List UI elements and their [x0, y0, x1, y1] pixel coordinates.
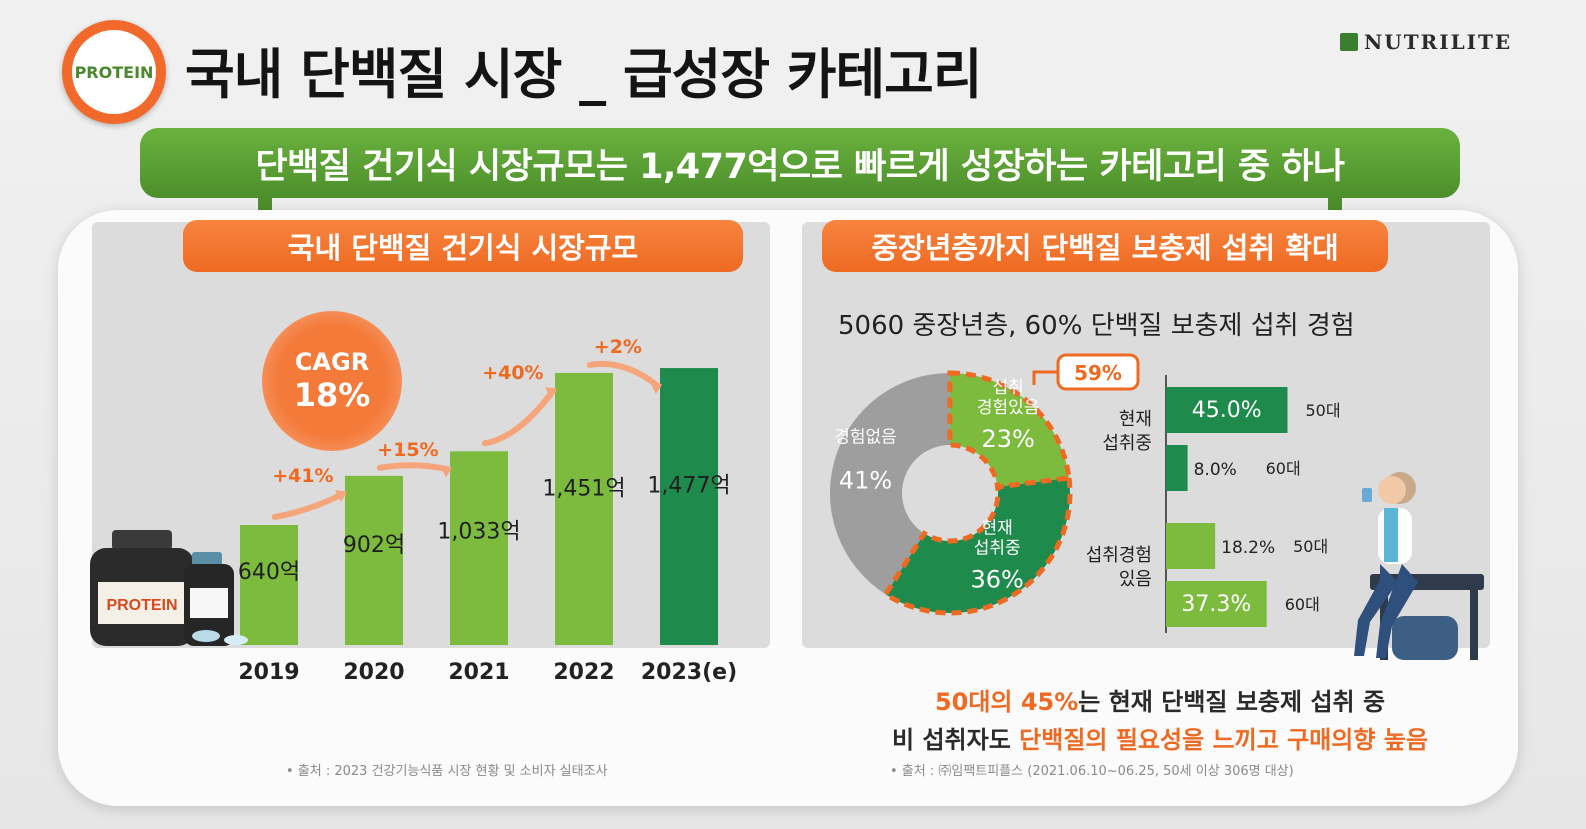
cagr-badge: CAGR 18%	[262, 311, 402, 451]
conclusion-line-1: 50대의 45%는 현재 단백질 보충제 섭취 중	[810, 682, 1510, 717]
conclusion-line-2: 비 섭취자도 단백질의 필요성을 느끼고 구매의향 높음	[810, 720, 1510, 755]
right-heading: 5060 중장년층, 60% 단백질 보충제 섭취 경험	[838, 311, 1355, 341]
hbar-0-0	[1166, 387, 1288, 433]
bar-value-label: 1,477억	[647, 474, 730, 499]
bar-value-label: 1,033억	[437, 519, 520, 544]
growth-label: +41%	[272, 465, 333, 487]
growth-arrowhead	[650, 382, 662, 395]
page-title: 국내 단백질 시장 _ 급성장 카테고리	[185, 43, 983, 106]
bar-2021	[450, 451, 508, 645]
bar-value-label: 902억	[343, 533, 405, 558]
age-label: 60대	[1285, 595, 1320, 614]
growth-label: +15%	[377, 439, 438, 461]
x-tick-label: 2022	[553, 660, 614, 685]
bar-value-label: 640억	[238, 560, 300, 585]
hbar-value-label: 37.3%	[1181, 592, 1251, 617]
cagr-label: CAGR	[294, 348, 370, 376]
protein-jars-illustration: PROTEIN	[90, 530, 248, 646]
growth-arrowhead	[440, 465, 452, 478]
donut-label: 경험있음	[977, 398, 1040, 418]
donut-slice-2	[947, 370, 1072, 490]
x-tick-label: 2021	[448, 660, 509, 685]
group-label: 있음	[1119, 569, 1152, 590]
growth-arrow	[271, 490, 346, 520]
growth-arrowhead	[545, 386, 557, 399]
age-label: 50대	[1293, 537, 1328, 556]
hbar-0-1	[1166, 445, 1188, 491]
donut-label: 섭취	[993, 378, 1024, 398]
jar-label: PROTEIN	[106, 597, 177, 614]
growth-label: +2%	[594, 336, 642, 358]
right-section-tab: 중장년층까지 단백질 보충제 섭취 확대	[822, 220, 1388, 272]
hbar-1-1	[1166, 581, 1267, 627]
protein-logo: PROTEIN	[72, 30, 156, 114]
donut-value-label: 41%	[839, 466, 892, 494]
conclusion-highlight-1: 50대의 45%	[934, 688, 1079, 716]
donut-label: 현재	[982, 518, 1013, 538]
growth-arrow	[481, 387, 556, 447]
age-label: 50대	[1306, 401, 1341, 420]
group-label: 섭취경험	[1086, 545, 1152, 566]
growth-label: +40%	[482, 362, 543, 384]
left-section-tab: 국내 단백질 건기식 시장규모	[183, 220, 743, 272]
hbar-1-0	[1166, 523, 1216, 569]
hbar-value-label: 18.2%	[1221, 538, 1275, 558]
donut-value-label: 23%	[982, 425, 1035, 453]
growth-arrowhead	[335, 489, 347, 502]
hbar-value-label: 45.0%	[1192, 398, 1262, 423]
growth-arrow	[376, 462, 451, 473]
bar-2023(e)	[660, 368, 718, 645]
conclusion-text-2: 비 섭취자도	[892, 726, 1020, 754]
bar-2020	[345, 475, 403, 645]
brand-mark-icon	[1340, 33, 1358, 51]
growth-arrow	[586, 360, 661, 390]
donut-value-label: 36%	[970, 565, 1023, 593]
donut-slice-3	[882, 475, 1073, 616]
brand-logo: NUTRILITE	[1340, 30, 1512, 54]
right-source: • 출처 : ㈜임팩트피플스 (2021.06.10~06.25, 50세 이상…	[890, 764, 1294, 779]
x-tick-label: 2023(e)	[641, 660, 737, 685]
group-label: 현재	[1119, 409, 1152, 430]
headline-banner: 단백질 건기식 시장규모는 1,477억으로 빠르게 성장하는 카테고리 중 하…	[140, 128, 1460, 198]
brand-name: NUTRILITE	[1364, 30, 1513, 54]
age-label: 60대	[1266, 459, 1301, 478]
market-size-bar-chart: 640억 2019 902억 2020 1,033억 2021 1,451억 2022 1,47…	[238, 336, 737, 685]
donut-label: 섭취중	[974, 538, 1021, 558]
callout-connector	[1032, 370, 1058, 385]
group-label: 섭취중	[1102, 433, 1152, 454]
woman-drinking-illustration	[1354, 472, 1484, 660]
left-source: • 출처 : 2023 건강기능식품 시장 현황 및 소비자 실태조사	[286, 764, 608, 779]
conclusion-highlight-2: 단백질의 필요성을 느끼고 구매의향 높음	[1019, 726, 1428, 754]
hbar-value-label: 8.0%	[1194, 460, 1237, 480]
x-tick-label: 2020	[343, 660, 404, 685]
bar-2019	[240, 525, 298, 645]
bar-value-label: 1,451억	[542, 476, 625, 501]
callout-label: 59%	[1074, 361, 1122, 385]
bar-2022	[555, 372, 613, 645]
x-tick-label: 2019	[238, 660, 299, 685]
conclusion-text-1: 는 현재 단백질 보충제 섭취 중	[1078, 688, 1386, 716]
cagr-value: 18%	[293, 376, 371, 414]
donut-label: 경험없음	[834, 427, 897, 447]
